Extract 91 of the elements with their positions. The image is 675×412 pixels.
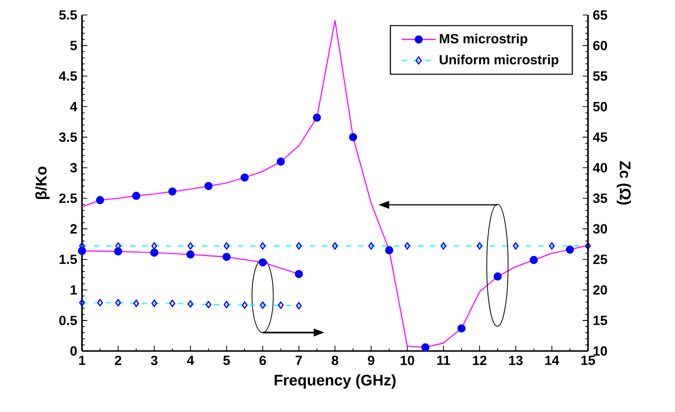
y-tick-label: 2.5 [59, 194, 77, 203]
x-tick-label: 2 [114, 356, 122, 366]
y-tick-label: 3.5 [59, 132, 77, 142]
point [276, 158, 285, 166]
y-tick-label: 1 [70, 285, 77, 294]
x-tick-label: 15 [581, 356, 596, 366]
point [133, 300, 140, 308]
point [188, 300, 194, 308]
point [132, 192, 140, 200]
point [404, 242, 410, 250]
legend-label: Uniform microstrip [440, 54, 558, 68]
point [188, 242, 194, 250]
x-tick-label: 6 [259, 356, 266, 366]
point [78, 246, 86, 255]
point [278, 302, 284, 309]
y2-tick-label: 45 [592, 132, 608, 142]
x-tick-label: 12 [472, 356, 486, 366]
y-tick-label: 1.5 [60, 254, 77, 264]
point [421, 343, 430, 352]
y-tick-label: 2 [70, 224, 77, 234]
x-tick-label: 9 [368, 356, 374, 366]
y2-tick-label: 10 [594, 346, 608, 356]
point [169, 300, 176, 308]
point [224, 242, 230, 250]
point [312, 114, 321, 122]
x-tick-label: 10 [400, 356, 414, 366]
y-tick-label: 3 [70, 163, 77, 172]
point [222, 252, 231, 261]
point [242, 302, 248, 309]
y-tick-label: 0.5 [59, 316, 77, 326]
x-tick-label: 3 [150, 356, 158, 366]
point [457, 324, 466, 332]
point [260, 302, 266, 309]
point [368, 242, 374, 250]
point [206, 300, 212, 308]
point [385, 246, 394, 254]
y2-tick-label: 55 [593, 71, 608, 81]
point [240, 173, 249, 182]
point [97, 299, 103, 306]
point [151, 300, 158, 308]
point [296, 242, 302, 250]
x-tick-label: 13 [509, 356, 523, 366]
point [294, 270, 303, 278]
y2-tick-label: 20 [593, 285, 608, 295]
point [204, 182, 213, 190]
x-tick-label: 14 [545, 356, 560, 365]
point [115, 299, 122, 306]
x-tick-label: 1 [79, 356, 86, 365]
y2-tick-label: 40 [592, 163, 608, 172]
point [566, 246, 574, 254]
point [96, 196, 104, 204]
point [114, 247, 122, 256]
y2-tick-label: 50 [593, 102, 608, 112]
y-tick-label: 4.5 [58, 71, 77, 81]
point [512, 242, 519, 250]
y2-tick-label: 35 [593, 194, 608, 203]
y-tick-label: 4 [70, 102, 78, 112]
y2-tick-label: 25 [593, 254, 608, 264]
x-tick-label: 4 [186, 356, 194, 365]
point [440, 242, 446, 250]
point [150, 248, 158, 257]
point [186, 250, 194, 259]
x-tick-label: 7 [296, 356, 302, 365]
x-tick-label: 5 [223, 356, 230, 366]
point [79, 299, 85, 306]
legend-label: MS microstrip [440, 34, 528, 46]
point [224, 300, 230, 308]
y2-axis-title: Zc (Ω) [616, 161, 631, 205]
point [494, 272, 502, 281]
point [168, 187, 176, 196]
y-axis-title: β/Ko [35, 166, 50, 199]
point [260, 242, 266, 250]
point [349, 133, 358, 142]
point [530, 256, 538, 264]
x-tick-label: 8 [332, 356, 338, 366]
point [548, 242, 555, 250]
point [258, 258, 267, 266]
y-tick-label: 0 [70, 346, 77, 356]
point [585, 242, 591, 250]
y2-tick-label: 65 [593, 10, 608, 20]
point [332, 242, 338, 250]
point [296, 302, 302, 310]
y2-tick-label: 30 [593, 224, 608, 234]
y-tick-label: 5 [70, 40, 77, 50]
y2-tick-label: 60 [593, 40, 608, 50]
point [476, 242, 482, 250]
x-axis-title: Frequency (GHz) [274, 374, 396, 389]
x-tick-label: 11 [437, 356, 450, 365]
y2-tick-label: 15 [594, 316, 608, 326]
y-tick-label: 5.5 [59, 10, 77, 20]
point [151, 242, 158, 250]
